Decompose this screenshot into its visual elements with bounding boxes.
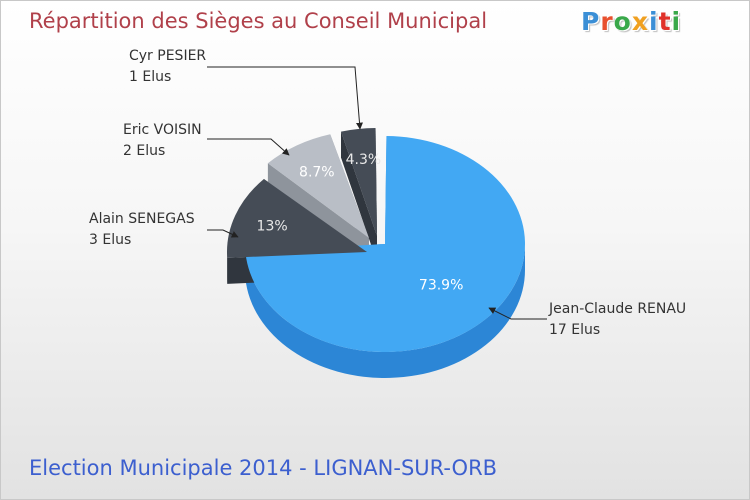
slice-name-label: Eric VOISIN (123, 122, 202, 138)
logo-letter: r (600, 7, 614, 36)
logo-letter: o (613, 7, 632, 36)
leader-line (207, 229, 239, 238)
pie-slice-side (245, 244, 525, 379)
slice-name-label: Alain SENEGAS (89, 211, 195, 227)
proxiti-logo[interactable]: Proxiti (581, 7, 681, 36)
slice-percent-label: 4.3% (346, 152, 382, 168)
logo-letter: P (581, 7, 601, 36)
leader-line (207, 138, 290, 156)
leader-line (488, 307, 547, 320)
logo-letter: i (649, 7, 659, 36)
pie-slice-wall (341, 131, 377, 262)
logo-letter: i (671, 7, 682, 36)
logo-letter: x (631, 7, 649, 36)
slice-name-label: Cyr PESIER (129, 48, 206, 64)
election-caption: Election Municipale 2014 - LIGNAN-SUR-OR… (29, 456, 498, 480)
slice-percent-label: 73.9% (419, 278, 463, 294)
slice-seats-label: 2 Elus (123, 143, 165, 159)
pie-slice[interactable] (341, 128, 377, 236)
slice-seats-label: 1 Elus (129, 69, 171, 85)
logo-letter: t (658, 7, 672, 36)
pie-slice[interactable] (245, 136, 526, 352)
pie-slice[interactable] (227, 178, 367, 258)
leader-line (207, 66, 363, 130)
slice-seats-label: 17 Elus (549, 322, 600, 338)
slice-percent-label: 13% (257, 219, 288, 235)
slice-name-label: Jean-Claude RENAU (548, 301, 686, 317)
chart-title: Répartition des Sièges au Conseil Munici… (29, 9, 488, 33)
slice-percent-label: 8.7% (299, 164, 335, 180)
slice-seats-label: 3 Elus (89, 232, 131, 248)
pie-slice[interactable] (267, 134, 369, 238)
